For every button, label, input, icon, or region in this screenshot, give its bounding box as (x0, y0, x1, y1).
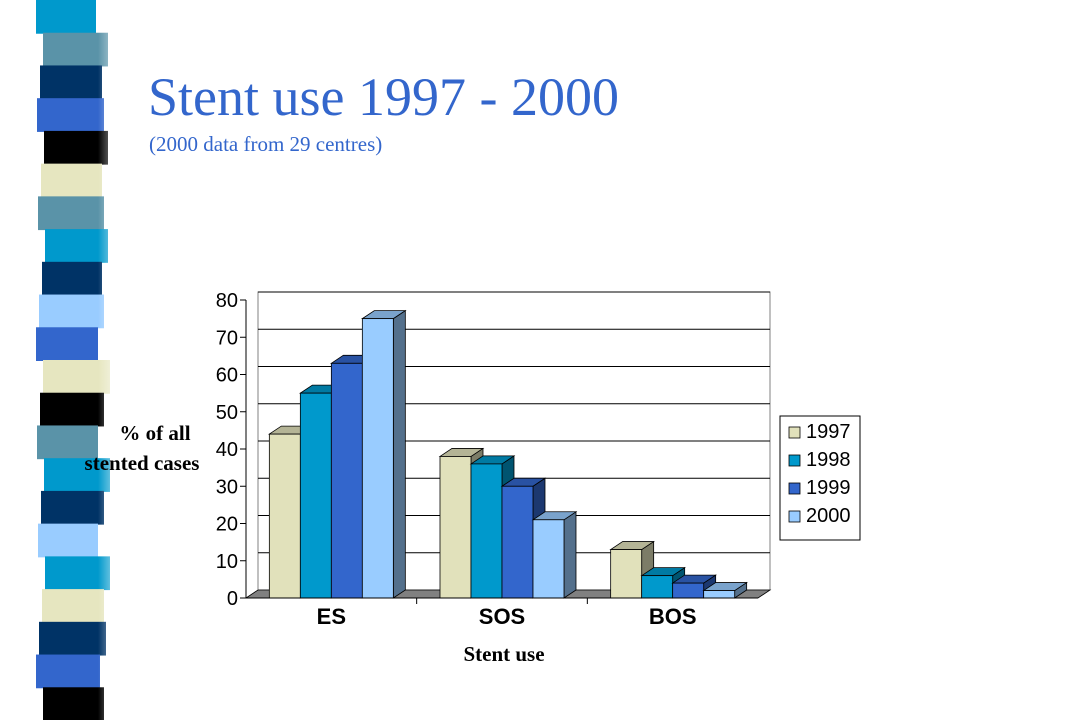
y-tick-label: 60 (216, 365, 238, 387)
stripe-segment (39, 294, 104, 329)
x-category-label: BOS (649, 604, 697, 629)
stripe-segment (40, 392, 104, 427)
stripe-segment (41, 163, 102, 198)
bar-sos-2000 (531, 511, 578, 599)
bar-bos-1998 (640, 566, 686, 599)
y-axis-title-line-2: stented cases (85, 451, 200, 475)
y-tick-label: 10 (216, 551, 238, 573)
axes: 0 10 20 30 40 50 60 70 80 ES SOS BOS (216, 290, 758, 629)
stripe-segment (44, 130, 108, 165)
stripe-segment (38, 523, 98, 558)
stripe-segment (37, 425, 98, 460)
x-category-label: ES (317, 604, 346, 629)
y-tick-label: 50 (216, 402, 238, 424)
y-tick-label: 80 (216, 290, 238, 312)
y-axis-title-line-1: % of all (119, 421, 190, 445)
stripe-segment (36, 654, 100, 689)
stripe-segment (43, 687, 104, 720)
stripe-segment (41, 490, 104, 525)
legend-label: 1997 (806, 421, 851, 443)
stripe-segment (42, 261, 102, 296)
stripe-segment (40, 65, 102, 100)
legend-label: 2000 (806, 505, 851, 527)
slide-title: Stent use 1997 - 2000 (148, 67, 619, 127)
legend-swatch (788, 454, 801, 467)
stripe-segment (42, 589, 104, 623)
bar-es-2000 (361, 309, 407, 599)
stripe-segment (43, 32, 108, 67)
stripe-segment (38, 196, 104, 231)
slide-subtitle: (2000 data from 29 centres) (149, 132, 383, 156)
legend-swatch (788, 482, 801, 495)
x-category-label: SOS (479, 604, 525, 629)
y-tick-label: 40 (216, 439, 238, 461)
y-tick-label: 70 (216, 327, 238, 349)
y-tick-label: 0 (227, 588, 238, 610)
bars (268, 309, 748, 599)
decorative-stripe-band (36, 0, 130, 720)
bar-bos-2000 (702, 581, 748, 599)
legend-swatch (788, 510, 801, 523)
x-axis-title: Stent use (463, 642, 544, 666)
stripe-segment (37, 98, 104, 132)
legend-label: 1999 (806, 477, 851, 499)
stripe-fade (98, 0, 130, 720)
stripe-segment (36, 327, 98, 361)
stripe-segment (36, 0, 96, 34)
legend-swatch (788, 426, 801, 439)
legend-label: 1998 (806, 449, 851, 471)
y-tick-label: 20 (216, 514, 238, 536)
legend: 1997 1998 1999 2000 (779, 415, 861, 541)
stripe-segment (45, 229, 108, 263)
stripe-segment (39, 621, 106, 656)
y-tick-label: 30 (216, 476, 238, 498)
